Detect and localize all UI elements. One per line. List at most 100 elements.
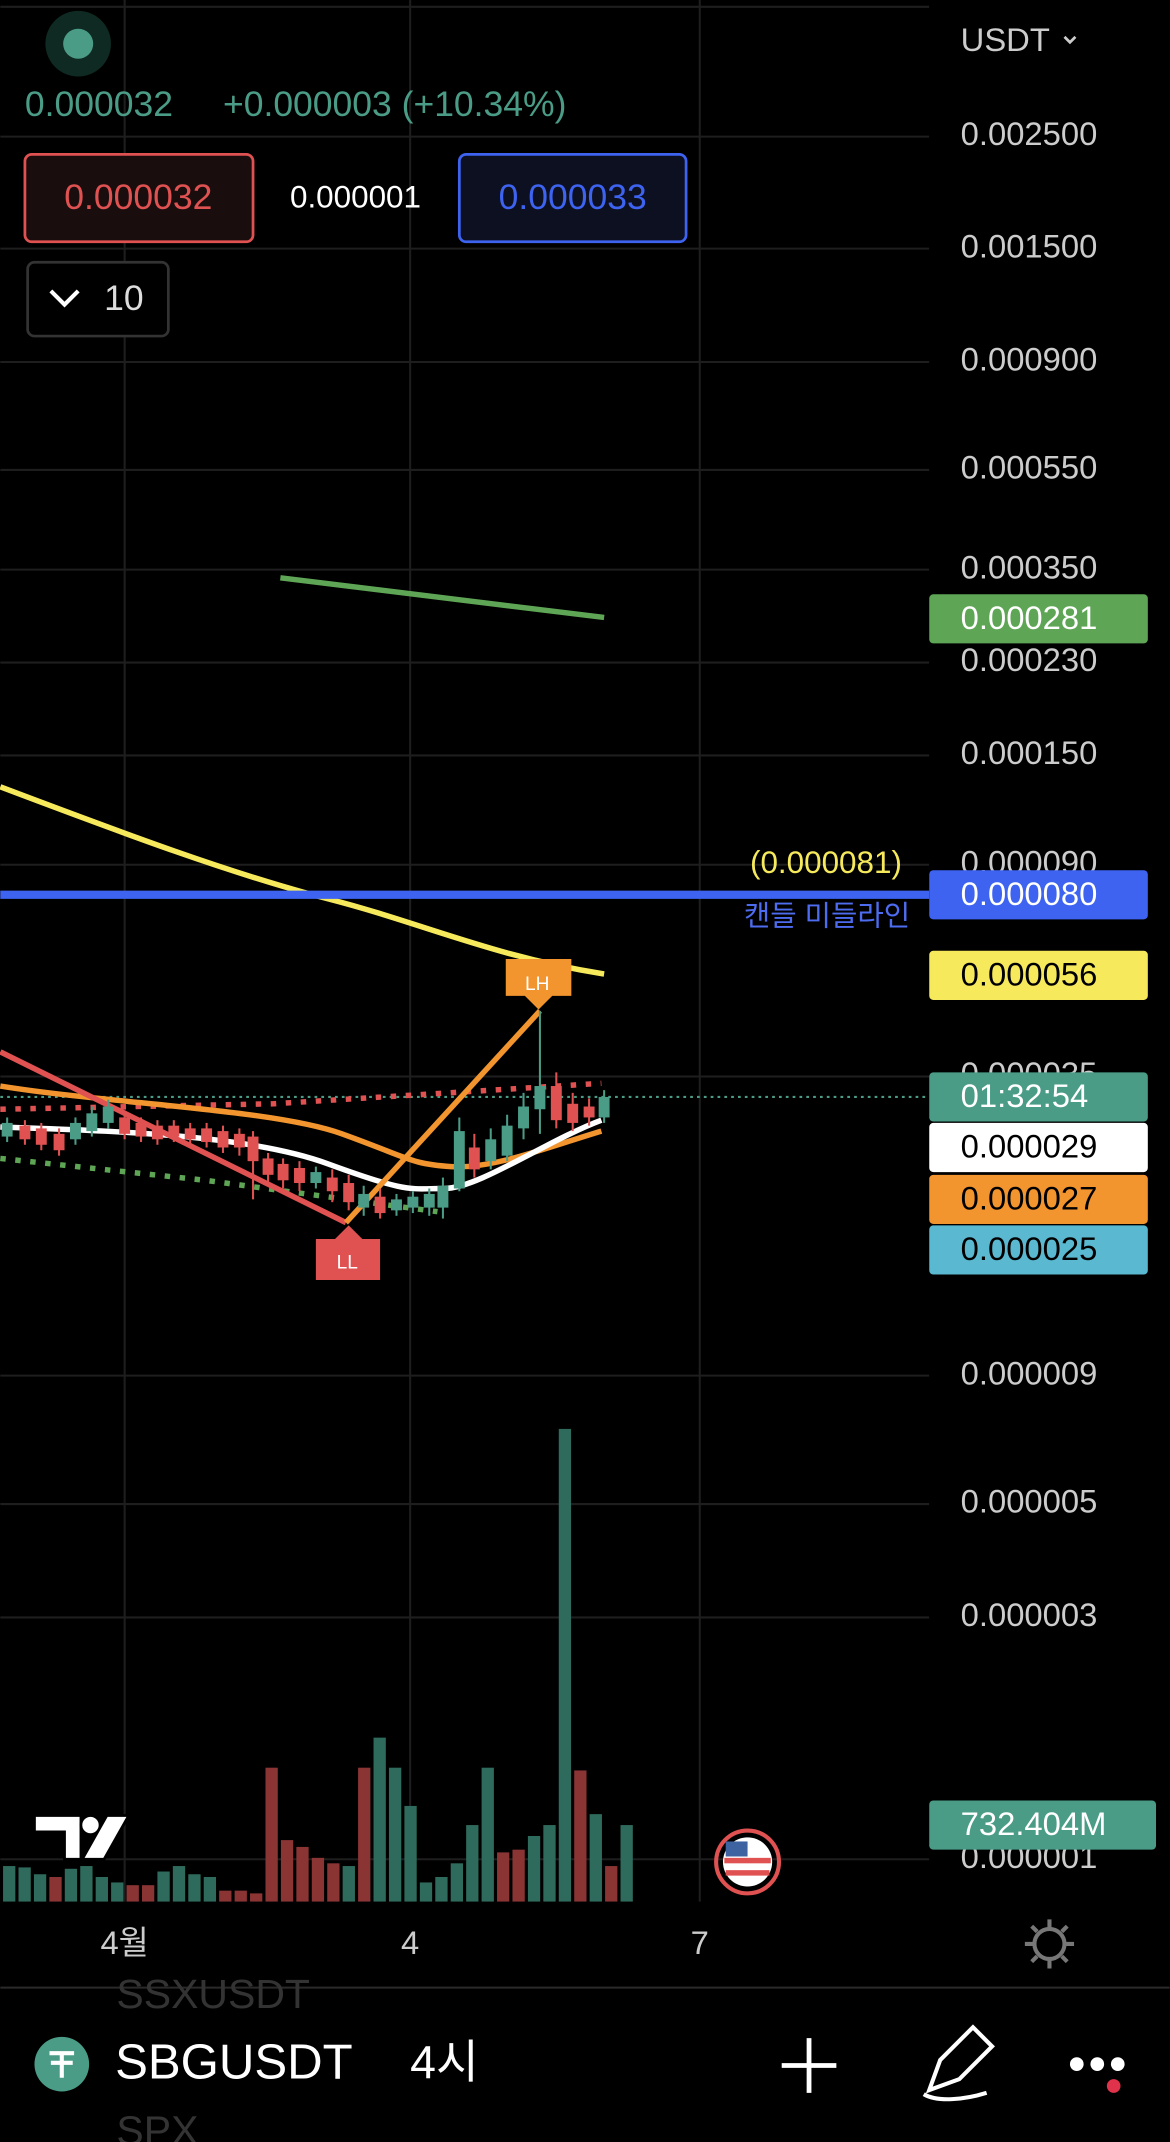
candle-body	[135, 1122, 147, 1137]
volume-bar	[620, 1825, 633, 1902]
price-badge-label: 0.000025	[961, 1230, 1098, 1267]
volume-bar	[543, 1825, 556, 1902]
ll-marker	[315, 1225, 381, 1281]
candles	[1, 1010, 610, 1219]
last-price: 0.000032	[25, 84, 173, 124]
volume-bar	[311, 1857, 325, 1902]
chevron-icon	[49, 289, 80, 308]
volume-bar	[497, 1852, 510, 1902]
currency-selector[interactable]: USDT	[961, 21, 1050, 58]
volume-bar	[512, 1849, 525, 1902]
candle-body	[247, 1136, 259, 1162]
volume-bar	[95, 1876, 108, 1902]
volume-bar	[250, 1893, 263, 1902]
ghost-symbol: SSXUSDT	[116, 1971, 310, 2017]
candle-body	[201, 1128, 213, 1143]
middle-value: (0.000081)	[750, 845, 902, 880]
candle-body	[1, 1122, 13, 1137]
price-badge	[929, 1174, 1148, 1224]
candle-body	[534, 1086, 546, 1110]
coin-symbol	[49, 2051, 75, 2078]
status-dot	[63, 28, 94, 59]
price-label: 0.000005	[961, 1483, 1098, 1520]
volume-bar	[157, 1871, 170, 1902]
volume-bar	[49, 1876, 62, 1902]
time-label: 4월	[100, 1924, 148, 1961]
time-label: 4	[401, 1924, 419, 1961]
lh-label: LH	[525, 974, 549, 995]
volume-bar	[404, 1805, 417, 1902]
price-badge	[929, 1072, 1148, 1122]
price-label: 0.000550	[961, 449, 1098, 486]
add-button[interactable]	[781, 2038, 837, 2093]
volume-bar	[358, 1767, 371, 1902]
volume-bar	[126, 1885, 139, 1902]
candle-body	[358, 1193, 370, 1208]
candle-body	[151, 1125, 163, 1140]
volume-bar	[327, 1863, 340, 1902]
price-badge-label: 0.000281	[961, 599, 1098, 636]
volume-bar	[589, 1814, 602, 1902]
chevron-icon	[1063, 35, 1077, 45]
candle-body	[437, 1185, 449, 1208]
candle-body	[262, 1158, 274, 1175]
volume-bar	[388, 1767, 402, 1902]
candle-body	[468, 1147, 480, 1170]
candle-body	[453, 1131, 465, 1189]
price-badge	[929, 1122, 1148, 1173]
volume-bar	[466, 1825, 479, 1902]
volume-bar	[33, 1874, 47, 1902]
candle-body	[217, 1131, 229, 1148]
volume-bar	[574, 1770, 587, 1902]
volume	[3, 1428, 633, 1902]
settings-icon[interactable]	[1032, 1926, 1067, 1961]
volume-bar	[296, 1846, 309, 1902]
volume-bar	[188, 1874, 201, 1902]
qty-dropdown[interactable]	[26, 260, 170, 338]
price-badge-label: 0.000029	[961, 1128, 1098, 1165]
buy-button[interactable]	[457, 153, 688, 244]
candle-body	[102, 1106, 114, 1123]
volume-bar	[111, 1882, 124, 1902]
more-button[interactable]	[1069, 2057, 1125, 2093]
candle-body	[423, 1193, 435, 1208]
price-label: 0.000900	[961, 341, 1098, 378]
lh-marker	[505, 958, 572, 1010]
volume-bar	[605, 1866, 618, 1902]
volume-bar	[558, 1428, 572, 1902]
price-badge-label: 0.000027	[961, 1179, 1098, 1216]
candle-body	[391, 1199, 402, 1211]
sell-price: 0.000032	[64, 177, 212, 217]
draw-button[interactable]	[922, 2024, 995, 2102]
price-label: 0.000009	[961, 1354, 1098, 1391]
candle-body	[583, 1106, 595, 1118]
trend-line	[343, 1009, 542, 1225]
candle-body	[168, 1125, 180, 1137]
interval[interactable]: 4시	[410, 2036, 479, 2088]
price-badge-label: 0.000080	[961, 875, 1098, 912]
volume-bar	[234, 1890, 247, 1902]
settings-icon-teeth	[1024, 1919, 1075, 1969]
volume-bar	[419, 1882, 433, 1902]
qty-value: 10	[104, 278, 144, 318]
volume-bar	[64, 1868, 78, 1902]
volume-bar	[450, 1863, 464, 1902]
volume-bar	[280, 1840, 294, 1902]
volume-bar	[435, 1876, 448, 1902]
candle-body	[407, 1196, 419, 1208]
candle-body	[501, 1125, 513, 1156]
price-change: +0.000003 (+10.34%)	[223, 84, 566, 124]
symbol[interactable]: SBGUSDT	[115, 2034, 353, 2089]
price-badge	[929, 950, 1148, 1000]
candle-body	[550, 1086, 562, 1121]
volume-bar	[265, 1767, 278, 1902]
candle-body	[184, 1128, 196, 1140]
volume-bar	[172, 1866, 186, 1902]
candle-body	[119, 1117, 131, 1134]
price-badge	[929, 1800, 1157, 1850]
sell-button[interactable]	[23, 153, 255, 244]
candle-body	[485, 1139, 497, 1162]
time-label: 7	[691, 1924, 709, 1961]
